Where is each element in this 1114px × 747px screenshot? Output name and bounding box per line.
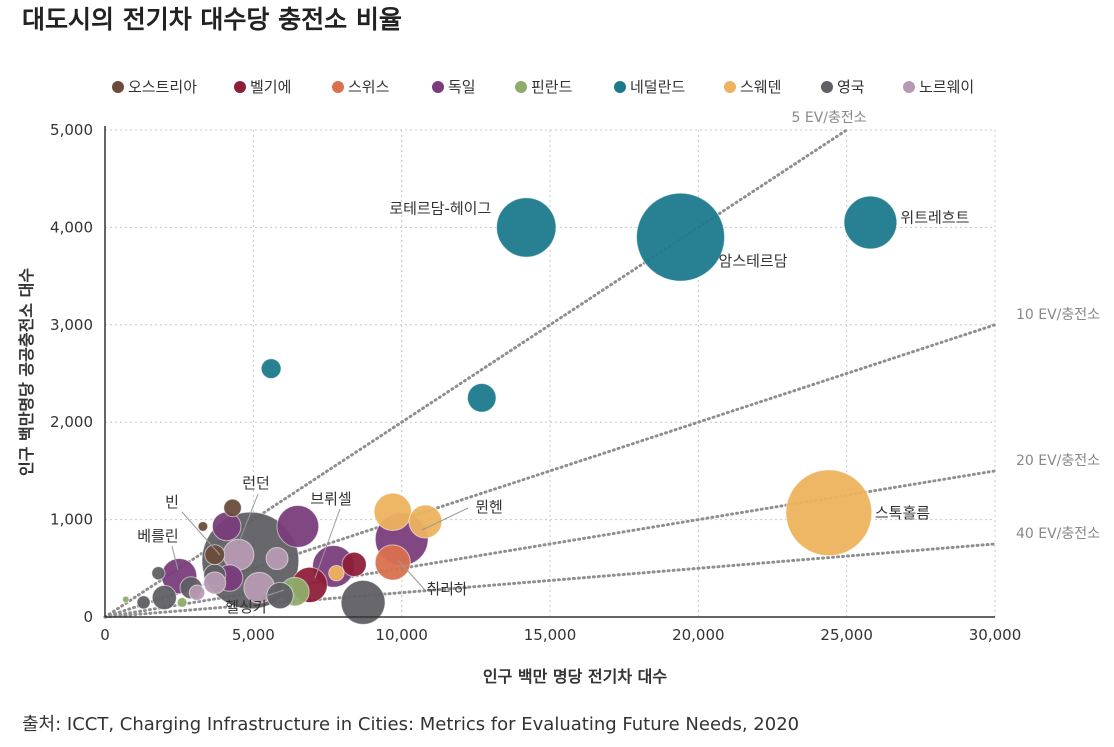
- legend-label: 노르웨이: [919, 78, 974, 96]
- bubble-point: [188, 584, 206, 601]
- y-axis-title: 인구 백만명당 공공충전소 대수: [17, 268, 36, 476]
- y-tick-label: 5,000: [50, 121, 93, 139]
- bubble-point: [276, 505, 320, 548]
- legend-label: 핀란드: [531, 78, 573, 96]
- source-note: 출처: ICCT, Charging Infrastructure in Cit…: [22, 714, 799, 735]
- x-tick-label: 25,000: [820, 626, 873, 644]
- bubble-point: [151, 584, 177, 611]
- x-tick-label: 20,000: [672, 626, 725, 644]
- callout-line: [397, 559, 426, 591]
- bubble-point: [203, 571, 227, 595]
- bubble-point: [328, 564, 345, 582]
- legend-label: 스웨덴: [740, 78, 781, 96]
- legend-marker: [614, 81, 626, 93]
- reference-line-label: 20 EV/충전소: [1016, 453, 1100, 469]
- bubble-point: [211, 511, 242, 542]
- callout-line: [181, 511, 221, 556]
- bubble-point: [373, 492, 412, 532]
- bubble-point: [260, 358, 282, 380]
- y-tick-label: 1,000: [50, 511, 93, 529]
- legend-marker: [432, 81, 444, 93]
- legend-label: 오스트리아: [128, 78, 197, 96]
- x-tick-label: 30,000: [969, 626, 1022, 644]
- bubble-point: [151, 566, 166, 581]
- y-tick-label: 2,000: [50, 413, 93, 431]
- legend-marker: [515, 81, 527, 93]
- bubble-point: [176, 597, 188, 608]
- reference-line-label: 10 EV/충전소: [1016, 307, 1100, 323]
- bubble-point: [223, 498, 242, 518]
- callout-label: 빈: [165, 493, 179, 511]
- callout-line: [259, 589, 285, 599]
- x-tick-label: 15,000: [524, 626, 577, 644]
- bubble-point: [265, 547, 289, 571]
- reference-line-label: 40 EV/충전소: [1016, 526, 1100, 542]
- legend-label: 독일: [448, 78, 476, 96]
- x-axis-title: 인구 백만 명당 전기차 대수: [483, 667, 667, 686]
- bubble-point: [636, 192, 726, 282]
- callout-line: [421, 507, 469, 531]
- callout-label: 브뤼셀: [310, 490, 351, 508]
- x-tick-label: 5,000: [232, 626, 275, 644]
- x-tick-label: 10,000: [375, 626, 428, 644]
- bubble-label: 위트레흐트: [900, 209, 969, 227]
- bubbles: [121, 192, 898, 625]
- bubble-point: [266, 581, 294, 610]
- legend: 오스트리아 벨기에 스위스 독일 핀란드 네덜란드 스웨덴 영국 노르웨이: [112, 78, 974, 96]
- legend-marker: [903, 81, 915, 93]
- bubble-point: [496, 197, 557, 258]
- callout-label: 취리하: [426, 580, 468, 598]
- callout-label: 뮌헨: [475, 498, 503, 516]
- bubble-point: [197, 521, 209, 532]
- y-tick-label: 3,000: [50, 316, 93, 334]
- bubble-point: [843, 195, 898, 250]
- bubble-point: [121, 595, 130, 604]
- bubble-point: [341, 551, 367, 578]
- callout-line: [314, 508, 341, 579]
- bubble-label: 로테르담-헤이그: [389, 199, 491, 217]
- y-tick-label: 0: [83, 608, 93, 626]
- callout-label: 베를린: [137, 527, 178, 545]
- legend-label: 벨기에: [250, 78, 291, 96]
- reference-line: [103, 128, 849, 619]
- x-tick-label: 0: [100, 626, 110, 644]
- callout-line: [237, 493, 259, 546]
- bubble-point: [785, 469, 873, 557]
- legend-label: 네덜란드: [630, 78, 685, 96]
- bubble-point: [466, 383, 497, 413]
- callout-line: [171, 545, 179, 571]
- reference-line-label: 5 EV/충전소: [792, 110, 867, 126]
- callout-label: 런던: [242, 474, 270, 492]
- callout-label: 헬싱키: [225, 598, 266, 616]
- legend-marker: [821, 81, 833, 93]
- bubble-point: [204, 544, 226, 566]
- legend-label: 스위스: [348, 78, 390, 96]
- legend-label: 영국: [837, 78, 865, 96]
- bubble-point: [408, 504, 443, 539]
- bubble-label: 스톡홀름: [875, 504, 930, 522]
- y-tick-label: 4,000: [50, 218, 93, 236]
- chart-title: 대도시의 전기차 대수당 충전소 비율: [22, 5, 402, 34]
- bubble-point: [136, 595, 151, 610]
- bubble-label: 암스테르담: [719, 252, 788, 270]
- legend-marker: [112, 81, 124, 93]
- axes: 0 5,000 10,000 15,000 20,000 25,000 30,000 0 1,0…: [50, 121, 1021, 644]
- bubble-point: [374, 544, 411, 581]
- legend-marker: [724, 81, 736, 93]
- legend-marker: [332, 81, 344, 93]
- bubble-point: [340, 579, 386, 625]
- legend-marker: [234, 81, 246, 93]
